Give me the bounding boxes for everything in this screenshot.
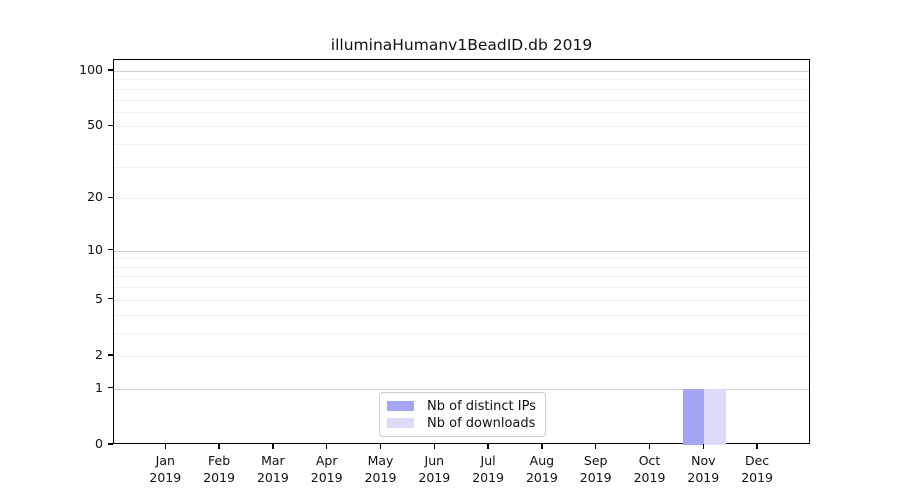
bar-distinct-ips xyxy=(682,388,705,445)
legend-item-downloads: Nb of downloads xyxy=(387,415,536,431)
bars xyxy=(114,60,809,445)
gridline-major xyxy=(114,388,809,390)
x-tick xyxy=(326,444,328,449)
gridline-minor xyxy=(114,258,809,260)
x-tick-label: Oct 2019 xyxy=(620,452,680,486)
x-tick xyxy=(218,444,220,449)
x-tick-label: Jun 2019 xyxy=(404,452,464,486)
x-tick-label: Dec 2019 xyxy=(727,452,787,486)
x-tick-label: Sep 2019 xyxy=(566,452,626,486)
y-tick-label: 2 xyxy=(95,346,103,362)
legend-swatch-distinct-ips xyxy=(387,401,414,411)
x-tick-month: Aug xyxy=(529,453,555,468)
gridline-minor xyxy=(114,314,809,316)
plot-area: Nb of distinct IPs Nb of downloads xyxy=(113,59,810,445)
x-tick-month: Sep xyxy=(583,453,608,468)
x-tick-year: 2019 xyxy=(256,470,289,485)
x-tick-year: 2019 xyxy=(687,470,720,485)
y-tick-label: 10 xyxy=(87,241,103,257)
x-tick-label: Apr 2019 xyxy=(297,452,357,486)
x-tick-label: Aug 2019 xyxy=(512,452,572,486)
x-tick-year: 2019 xyxy=(149,470,182,485)
x-tick xyxy=(487,444,489,449)
x-tick xyxy=(433,444,435,449)
gridline-minor xyxy=(114,79,809,81)
gridline-minor xyxy=(114,332,809,334)
x-tick-label: May 2019 xyxy=(351,452,411,486)
gridline-minor xyxy=(114,266,809,268)
x-tick-month: Oct xyxy=(638,453,661,468)
x-tick-year: 2019 xyxy=(203,470,235,485)
legend-label-downloads: Nb of downloads xyxy=(427,415,536,431)
x-tick xyxy=(272,444,274,449)
x-tick-month: Apr xyxy=(315,453,338,468)
x-tick-month: Jul xyxy=(480,453,496,468)
legend: Nb of distinct IPs Nb of downloads xyxy=(379,392,546,437)
gridline-minor xyxy=(114,276,809,278)
gridline-minor xyxy=(114,287,809,289)
y-tick-label: 50 xyxy=(87,117,103,133)
gridline-minor xyxy=(114,88,809,90)
x-tick-label: Mar 2019 xyxy=(243,452,303,486)
x-tick-year: 2019 xyxy=(418,470,451,485)
x-tick-year: 2019 xyxy=(579,470,612,485)
x-tick-month: May xyxy=(367,453,394,468)
y-tick-label: 0 xyxy=(95,436,103,451)
x-tick-label: Nov 2019 xyxy=(673,452,733,486)
x-tick-label: Feb 2019 xyxy=(189,452,249,486)
legend-item-distinct-ips: Nb of distinct IPs xyxy=(387,398,536,414)
legend-label-distinct-ips: Nb of distinct IPs xyxy=(427,398,536,414)
x-tick-label: Jan 2019 xyxy=(135,452,195,486)
x-tick-month: Mar xyxy=(261,453,285,468)
y-tick-label: 20 xyxy=(87,189,103,205)
x-tick xyxy=(379,444,382,449)
x-tick-year: 2019 xyxy=(472,470,504,485)
x-tick-year: 2019 xyxy=(633,470,666,485)
x-tick-month: Feb xyxy=(208,453,231,468)
x-tick-month: Nov xyxy=(691,453,716,468)
gridline-major xyxy=(114,71,809,72)
x-tick xyxy=(164,444,166,449)
x-tick xyxy=(541,444,543,449)
legend-swatch-downloads xyxy=(387,418,414,428)
x-tick-year: 2019 xyxy=(364,470,397,485)
y-tick-label: 5 xyxy=(95,290,103,306)
x-tick xyxy=(756,444,758,449)
gridline-minor xyxy=(114,144,809,146)
chart-title: illuminaHumanv1BeadID.db 2019 xyxy=(330,36,593,54)
gridline-minor xyxy=(114,355,809,357)
gridlines xyxy=(114,60,809,443)
x-tick-month: Dec xyxy=(744,453,770,468)
gridline-minor xyxy=(114,166,809,168)
y-tick-label: 1 xyxy=(95,379,103,395)
gridline-minor xyxy=(114,111,809,113)
gridline-minor xyxy=(114,126,809,128)
gridline-minor xyxy=(114,299,809,301)
x-tick xyxy=(595,444,597,449)
gridline-minor xyxy=(114,198,809,200)
x-tick-year: 2019 xyxy=(525,470,558,485)
x-tick-year: 2019 xyxy=(310,470,343,485)
gridline-major xyxy=(114,250,809,252)
x-tick-label: Jul 2019 xyxy=(458,452,518,486)
bar-downloads xyxy=(704,388,726,445)
x-tick-month: Jan xyxy=(155,453,175,468)
x-tick xyxy=(648,444,651,449)
gridline-minor xyxy=(114,99,809,101)
x-tick-month: Jun xyxy=(424,453,445,468)
y-tick-label: 100 xyxy=(79,62,103,77)
x-tick-year: 2019 xyxy=(741,470,773,485)
